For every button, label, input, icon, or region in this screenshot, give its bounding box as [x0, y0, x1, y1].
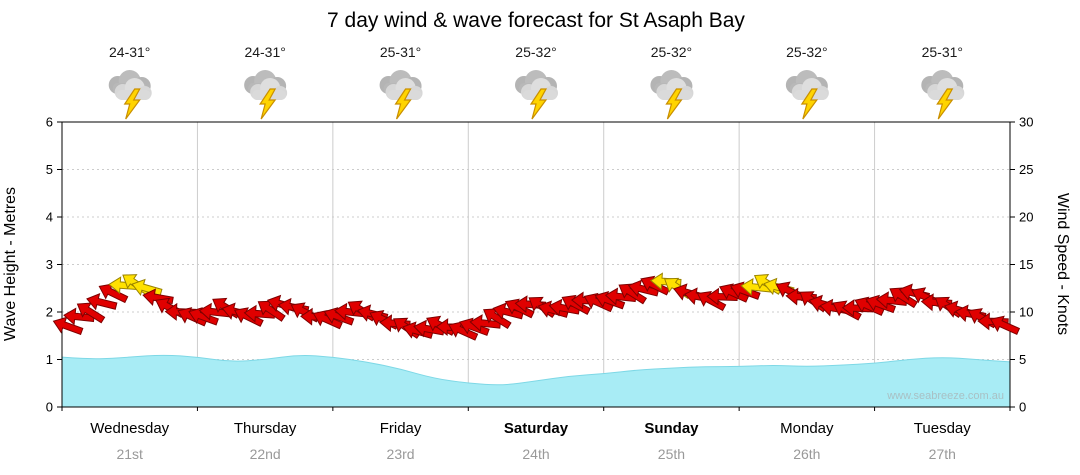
wind-arrow [640, 275, 671, 296]
right-tick-label: 15 [1019, 257, 1033, 272]
wind-arrow [729, 281, 761, 300]
right-tick-label: 0 [1019, 400, 1026, 415]
day-name: Saturday [504, 420, 569, 437]
wave-height-area [61, 354, 1011, 408]
day-name: Monday [780, 420, 834, 437]
temperature-range: 24-31° [244, 44, 285, 60]
wind-arrow [967, 308, 998, 329]
temperature-range: 25-32° [515, 44, 556, 60]
wind-arrow [448, 321, 479, 341]
wind-arrow [618, 283, 648, 305]
wind-arrow [312, 309, 343, 330]
right-axis-label: Wind Speed - Knots [1054, 193, 1071, 335]
wind-arrow [52, 316, 84, 336]
wind-arrow [504, 298, 535, 319]
storm-weather-icon [920, 69, 965, 120]
left-axis-label: Wave Height - Metres [2, 187, 19, 341]
right-tick-label: 25 [1019, 162, 1033, 177]
day-date: 21st [116, 446, 143, 462]
day-name: Wednesday [90, 420, 169, 437]
left-tick-label: 6 [46, 115, 53, 130]
wind-arrow [696, 291, 727, 312]
storm-weather-icon [243, 69, 288, 120]
left-tick-label: 5 [46, 162, 53, 177]
storm-weather-icon [649, 69, 695, 120]
wind-arrow [98, 283, 129, 304]
wind-arrow [594, 290, 626, 310]
left-tick-label: 2 [46, 305, 53, 320]
temperature-range: 25-32° [651, 44, 692, 60]
day-name: Thursday [234, 420, 297, 437]
wind-arrow [989, 315, 1021, 335]
right-tick-label: 5 [1019, 352, 1026, 367]
temperature-range: 25-31° [922, 44, 963, 60]
wind-arrow [188, 307, 219, 326]
left-tick-label: 1 [46, 352, 53, 367]
left-tick-label: 4 [46, 210, 53, 225]
right-tick-label: 20 [1019, 210, 1033, 225]
right-tick-label: 10 [1019, 305, 1033, 320]
wind-arrow [889, 287, 918, 309]
temperature-range: 24-31° [109, 44, 150, 60]
wind-arrow [76, 302, 106, 324]
day-date: 22nd [250, 446, 281, 462]
day-name: Tuesday [914, 420, 971, 437]
day-name: Friday [380, 420, 422, 437]
storm-weather-icon [378, 69, 424, 120]
wind-arrow [257, 300, 286, 322]
wind-arrow [459, 317, 490, 336]
storm-weather-icon [108, 69, 153, 120]
wind-arrow [323, 307, 355, 326]
page-title: 7 day wind & wave forecast for St Asaph … [327, 9, 745, 32]
left-tick-label: 0 [46, 400, 53, 415]
temperature-range: 25-31° [380, 44, 421, 60]
day-date: 27th [929, 446, 956, 462]
wind-arrow [86, 292, 118, 311]
temperature-range: 25-32° [786, 44, 827, 60]
right-tick-label: 30 [1019, 115, 1033, 130]
day-date: 23rd [387, 446, 415, 462]
left-tick-label: 3 [46, 257, 53, 272]
day-name: Sunday [644, 420, 699, 437]
wind-arrow [561, 294, 591, 315]
day-date: 26th [793, 446, 820, 462]
day-date: 24th [522, 446, 549, 462]
storm-weather-icon [785, 69, 830, 120]
chart-generated-content: 0 1 2 3 4 5 6 0 5 10 15 20 25 30 24-31° Wednesday 21st 24… [46, 44, 1034, 462]
day-date: 25th [658, 446, 685, 462]
watermark: www.seabreeze.com.au [886, 390, 1004, 402]
wind-arrow [483, 308, 512, 330]
storm-weather-icon [514, 69, 559, 120]
wind-arrow [865, 294, 897, 314]
